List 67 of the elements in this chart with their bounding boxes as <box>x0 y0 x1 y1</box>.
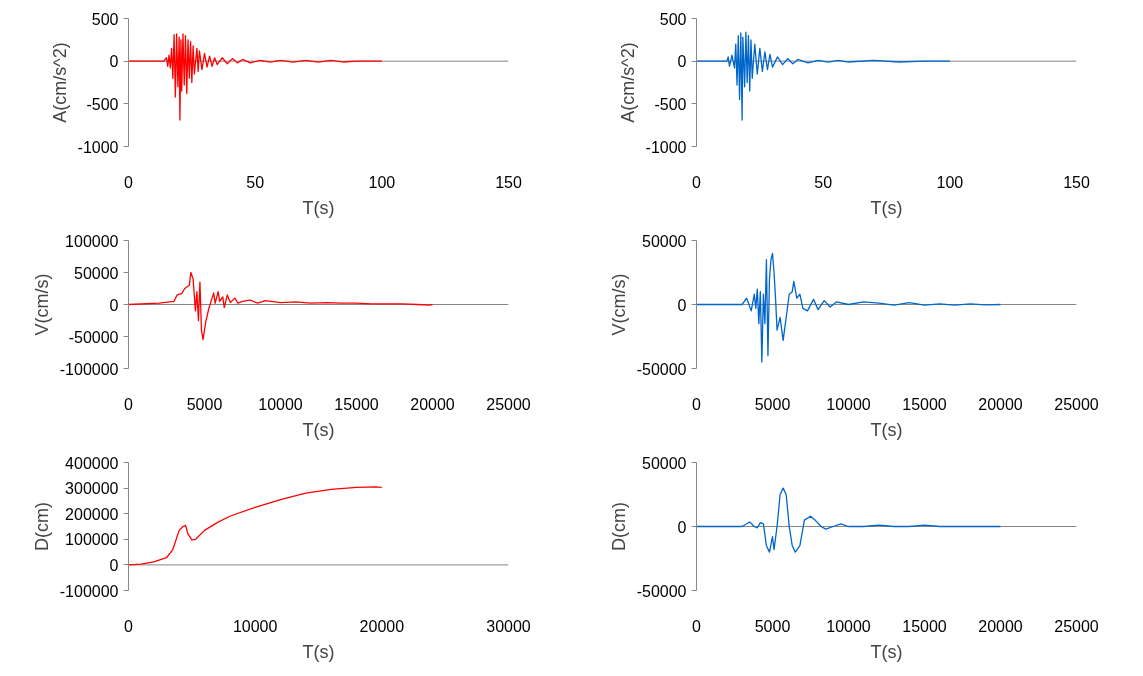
y-tick-label: -500 <box>654 95 687 113</box>
x-tick-label: 0 <box>692 173 702 191</box>
x-tick-label: 0 <box>692 617 702 635</box>
y-axis-title: V(cm/s) <box>608 273 629 336</box>
x-tick-label: 0 <box>124 617 134 635</box>
x-axis-title: T(s) <box>870 641 903 662</box>
x-axis-title: T(s) <box>302 419 335 440</box>
y-tick-label: -1000 <box>77 138 119 156</box>
y-tick-label: 500 <box>659 10 687 28</box>
x-tick-label: 50 <box>246 173 265 191</box>
x-tick-label: 10000 <box>232 617 278 635</box>
y-tick-label: 0 <box>109 296 119 314</box>
y-axis-title: D(cm) <box>608 502 629 551</box>
x-tick-label: 0 <box>124 173 134 191</box>
y-tick-label: 0 <box>677 53 687 71</box>
y-axis-title: A(cm/s^2) <box>617 42 638 123</box>
x-tick-label: 25000 <box>486 395 531 413</box>
y-tick-label: 0 <box>677 518 687 536</box>
x-tick-label: 20000 <box>978 395 1023 413</box>
y-tick-label: 500 <box>91 10 119 28</box>
y-tick-label: -500 <box>86 95 119 113</box>
y-tick-label: -50000 <box>68 328 119 346</box>
y-tick-label: 0 <box>109 53 119 71</box>
y-tick-label: -50000 <box>636 582 687 600</box>
x-tick-label: 5000 <box>186 395 223 413</box>
y-tick-label: 100000 <box>65 531 119 549</box>
y-tick-label: 0 <box>109 556 119 574</box>
y-tick-label: 50000 <box>74 264 119 282</box>
x-tick-label: 150 <box>1063 173 1090 191</box>
y-tick-label: -100000 <box>59 360 119 378</box>
x-tick-label: 100 <box>936 173 964 191</box>
y-tick-label: 0 <box>677 296 687 314</box>
y-tick-label: 50000 <box>642 454 687 472</box>
x-tick-label: 15000 <box>902 617 947 635</box>
x-tick-label: 20000 <box>410 395 455 413</box>
x-tick-label: 10000 <box>826 617 871 635</box>
y-tick-label: -50000 <box>636 360 687 378</box>
x-tick-label: 150 <box>495 173 522 191</box>
y-tick-label: 50000 <box>642 232 687 250</box>
x-tick-label: 15000 <box>902 395 947 413</box>
y-tick-label: -100000 <box>59 582 119 600</box>
y-tick-label: 100000 <box>65 232 119 250</box>
y-axis-title: D(cm) <box>31 502 52 551</box>
x-tick-label: 0 <box>692 395 702 413</box>
x-axis-title: T(s) <box>870 197 903 218</box>
x-axis-title: T(s) <box>302 641 335 662</box>
x-tick-label: 25000 <box>1054 395 1099 413</box>
x-tick-label: 100 <box>368 173 396 191</box>
y-tick-label: 200000 <box>65 505 119 523</box>
y-tick-label: 300000 <box>65 480 119 498</box>
x-tick-label: 25000 <box>1054 617 1099 635</box>
y-tick-label: -1000 <box>645 138 687 156</box>
y-axis-title: V(cm/s) <box>31 273 52 336</box>
x-axis-title: T(s) <box>302 197 335 218</box>
x-tick-label: 5000 <box>754 617 791 635</box>
x-tick-label: 20000 <box>978 617 1023 635</box>
x-tick-label: 10000 <box>258 395 303 413</box>
x-tick-label: 50 <box>814 173 833 191</box>
x-tick-label: 5000 <box>754 395 791 413</box>
y-axis-title: A(cm/s^2) <box>49 42 70 123</box>
x-axis-title: T(s) <box>870 419 903 440</box>
x-tick-label: 15000 <box>334 395 379 413</box>
x-tick-label: 10000 <box>826 395 871 413</box>
x-tick-label: 20000 <box>359 617 405 635</box>
x-tick-label: 30000 <box>486 617 531 635</box>
y-tick-label: 400000 <box>65 454 119 472</box>
x-tick-label: 0 <box>124 395 134 413</box>
